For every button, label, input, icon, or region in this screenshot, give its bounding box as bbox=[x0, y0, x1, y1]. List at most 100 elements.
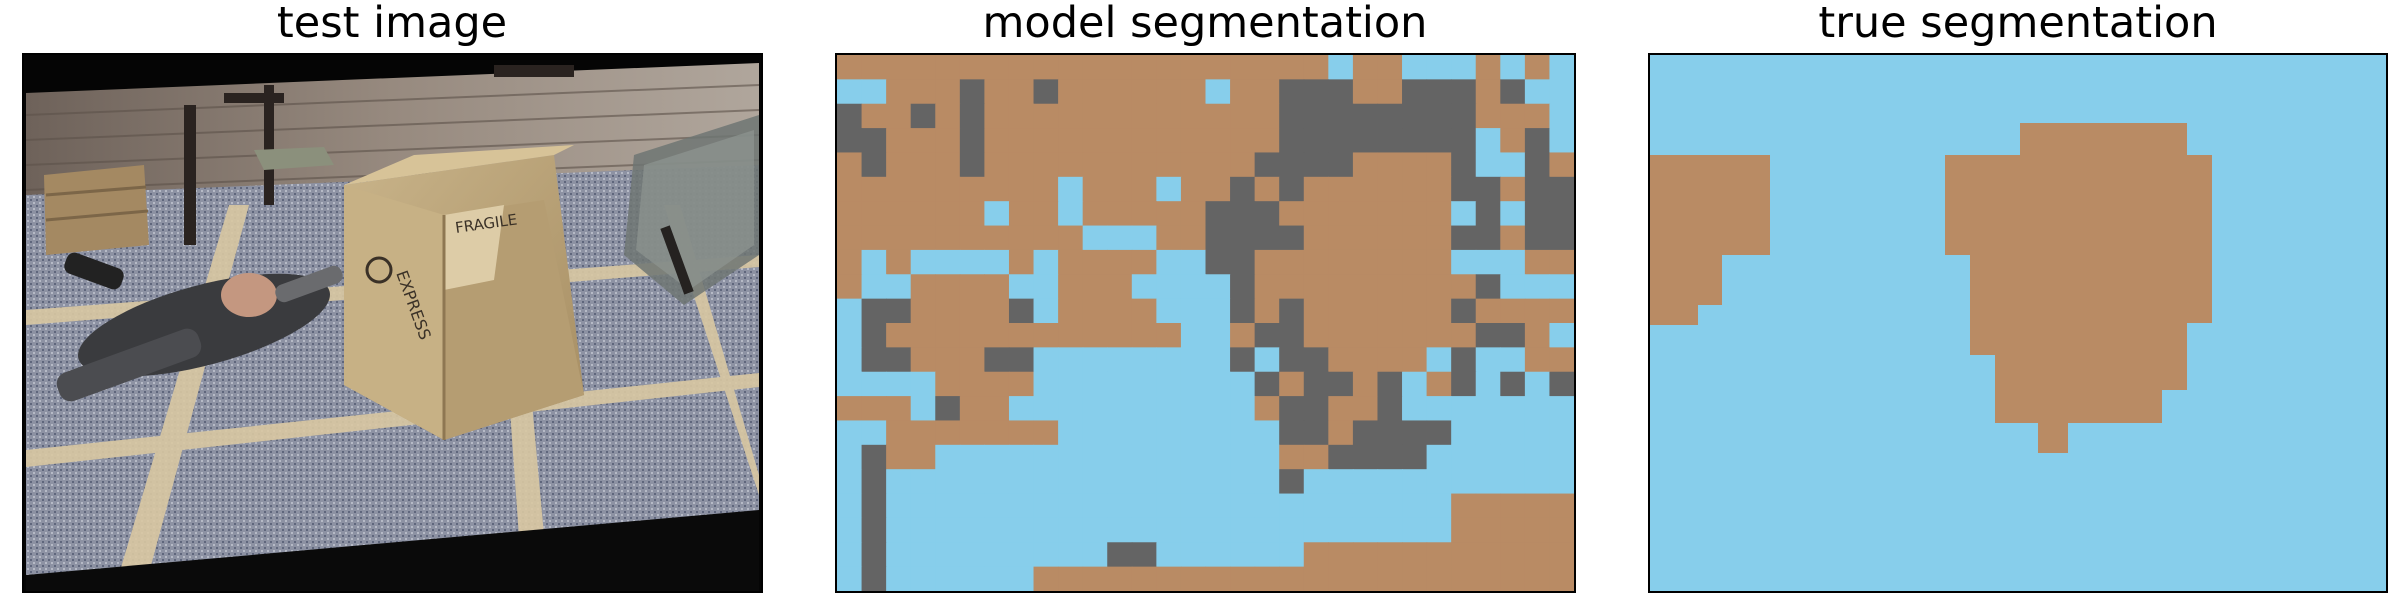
segmentation-cell bbox=[1008, 542, 1035, 568]
segmentation-cell bbox=[1303, 566, 1329, 591]
segmentation-cell bbox=[1524, 103, 1551, 129]
segmentation-cell bbox=[1033, 323, 1059, 348]
segmentation-cell bbox=[1180, 103, 1207, 129]
segmentation-cell bbox=[910, 566, 936, 591]
segmentation-cell bbox=[1328, 103, 1354, 129]
segmentation-cell bbox=[1377, 347, 1403, 373]
segmentation-cell bbox=[910, 55, 936, 80]
segmentation-cell bbox=[1156, 566, 1182, 591]
segmentation-cell bbox=[1352, 323, 1379, 348]
segmentation-cell bbox=[1107, 225, 1133, 251]
segmentation-cell bbox=[935, 201, 961, 227]
segmentation-cell bbox=[959, 323, 985, 348]
segmentation-cell bbox=[1352, 566, 1379, 591]
segmentation-cell bbox=[1107, 420, 1133, 446]
segmentation-cell bbox=[1033, 79, 1059, 105]
segmentation-cell bbox=[1230, 274, 1256, 300]
segmentation-cell bbox=[1131, 323, 1157, 348]
segmentation-cell bbox=[1328, 347, 1354, 373]
segmentation-cell bbox=[1230, 152, 1256, 178]
segmentation-cell bbox=[1156, 249, 1182, 275]
segmentation-cell bbox=[1107, 493, 1133, 519]
segmentation-cell bbox=[1082, 469, 1108, 495]
segmentation-cell bbox=[1475, 517, 1501, 543]
segmentation-cell bbox=[1131, 79, 1157, 105]
segmentation-cell bbox=[1180, 323, 1207, 348]
segmentation-cell bbox=[959, 249, 985, 275]
model-segmentation-title: model segmentation bbox=[982, 0, 1428, 48]
segmentation-cell bbox=[1451, 347, 1477, 373]
segmentation-cell bbox=[1500, 371, 1526, 397]
segmentation-cell bbox=[1402, 298, 1428, 324]
segmentation-cell bbox=[1451, 323, 1477, 348]
segmentation-cell bbox=[1082, 274, 1108, 300]
segmentation-cell bbox=[1352, 517, 1379, 543]
segmentation-cell bbox=[1082, 298, 1108, 324]
segmentation-cell bbox=[1475, 566, 1501, 591]
segmentation-cell bbox=[1303, 444, 1329, 470]
segmentation-cell bbox=[1131, 493, 1157, 519]
segmentation-cell bbox=[1180, 79, 1207, 105]
segmentation-cell bbox=[1377, 542, 1403, 568]
segmentation-cell bbox=[1033, 517, 1059, 543]
segmentation-cell bbox=[1402, 542, 1428, 568]
segmentation-cell bbox=[1328, 323, 1354, 348]
segmentation-cell bbox=[1352, 55, 1379, 80]
segmentation-cell bbox=[1328, 493, 1354, 519]
segmentation-cell bbox=[1426, 347, 1452, 373]
segmentation-cell bbox=[1279, 128, 1305, 154]
test-image-photo: EXPRESS FRAGILE bbox=[24, 55, 761, 591]
segmentation-cell bbox=[1402, 79, 1428, 105]
segmentation-cell bbox=[935, 566, 961, 591]
segmentation-cell bbox=[1303, 517, 1329, 543]
segmentation-cell bbox=[1082, 323, 1108, 348]
segmentation-cell bbox=[1205, 371, 1231, 397]
segmentation-cell bbox=[1451, 566, 1477, 591]
segmentation-cell bbox=[959, 79, 985, 105]
segmentation-cell bbox=[1279, 396, 1305, 422]
segmentation-cell bbox=[1008, 249, 1035, 275]
segmentation-cell bbox=[1377, 517, 1403, 543]
true-segmentation-title: true segmentation bbox=[1818, 0, 2218, 48]
segmentation-cell bbox=[1402, 566, 1428, 591]
segmentation-cell bbox=[1205, 103, 1231, 129]
segmentation-cell bbox=[910, 225, 936, 251]
segmentation-cell bbox=[984, 103, 1010, 129]
segmentation-cell bbox=[1230, 420, 1256, 446]
segmentation-cell bbox=[984, 396, 1010, 422]
segmentation-cell bbox=[1524, 542, 1551, 568]
segmentation-cell bbox=[861, 79, 887, 105]
segmentation-cell bbox=[1500, 517, 1526, 543]
segmentation-cell bbox=[1402, 152, 1428, 178]
segmentation-cell bbox=[935, 396, 961, 422]
segmentation-cell bbox=[1549, 566, 1574, 591]
segmentation-cell bbox=[910, 469, 936, 495]
segmentation-cell bbox=[1131, 152, 1157, 178]
segmentation-cell bbox=[1205, 176, 1231, 202]
segmentation-cell bbox=[1303, 55, 1329, 80]
segmentation-cell bbox=[1377, 444, 1403, 470]
segmentation-cell bbox=[1033, 55, 1059, 80]
segmentation-cell bbox=[886, 566, 912, 591]
segmentation-cell bbox=[1475, 420, 1501, 446]
segmentation-cell bbox=[1451, 493, 1477, 519]
model-segmentation-panel bbox=[835, 53, 1576, 593]
segmentation-cell bbox=[886, 371, 912, 397]
segmentation-cell bbox=[1230, 396, 1256, 422]
segmentation-cell bbox=[1377, 274, 1403, 300]
segmentation-cell bbox=[1303, 371, 1329, 397]
segmentation-cell bbox=[837, 128, 863, 154]
segmentation-cell bbox=[1082, 79, 1108, 105]
segmentation-cell bbox=[1475, 79, 1501, 105]
segmentation-cell bbox=[837, 371, 863, 397]
segmentation-cell bbox=[1107, 298, 1133, 324]
segmentation-cell bbox=[1008, 371, 1035, 397]
segmentation-cell bbox=[984, 128, 1010, 154]
segmentation-cell bbox=[1549, 347, 1574, 373]
segmentation-cell bbox=[861, 444, 887, 470]
segmentation-cell bbox=[959, 517, 985, 543]
segmentation-cell bbox=[984, 517, 1010, 543]
segmentation-cell bbox=[1107, 469, 1133, 495]
segmentation-cell bbox=[959, 420, 985, 446]
segmentation-cell bbox=[1107, 152, 1133, 178]
